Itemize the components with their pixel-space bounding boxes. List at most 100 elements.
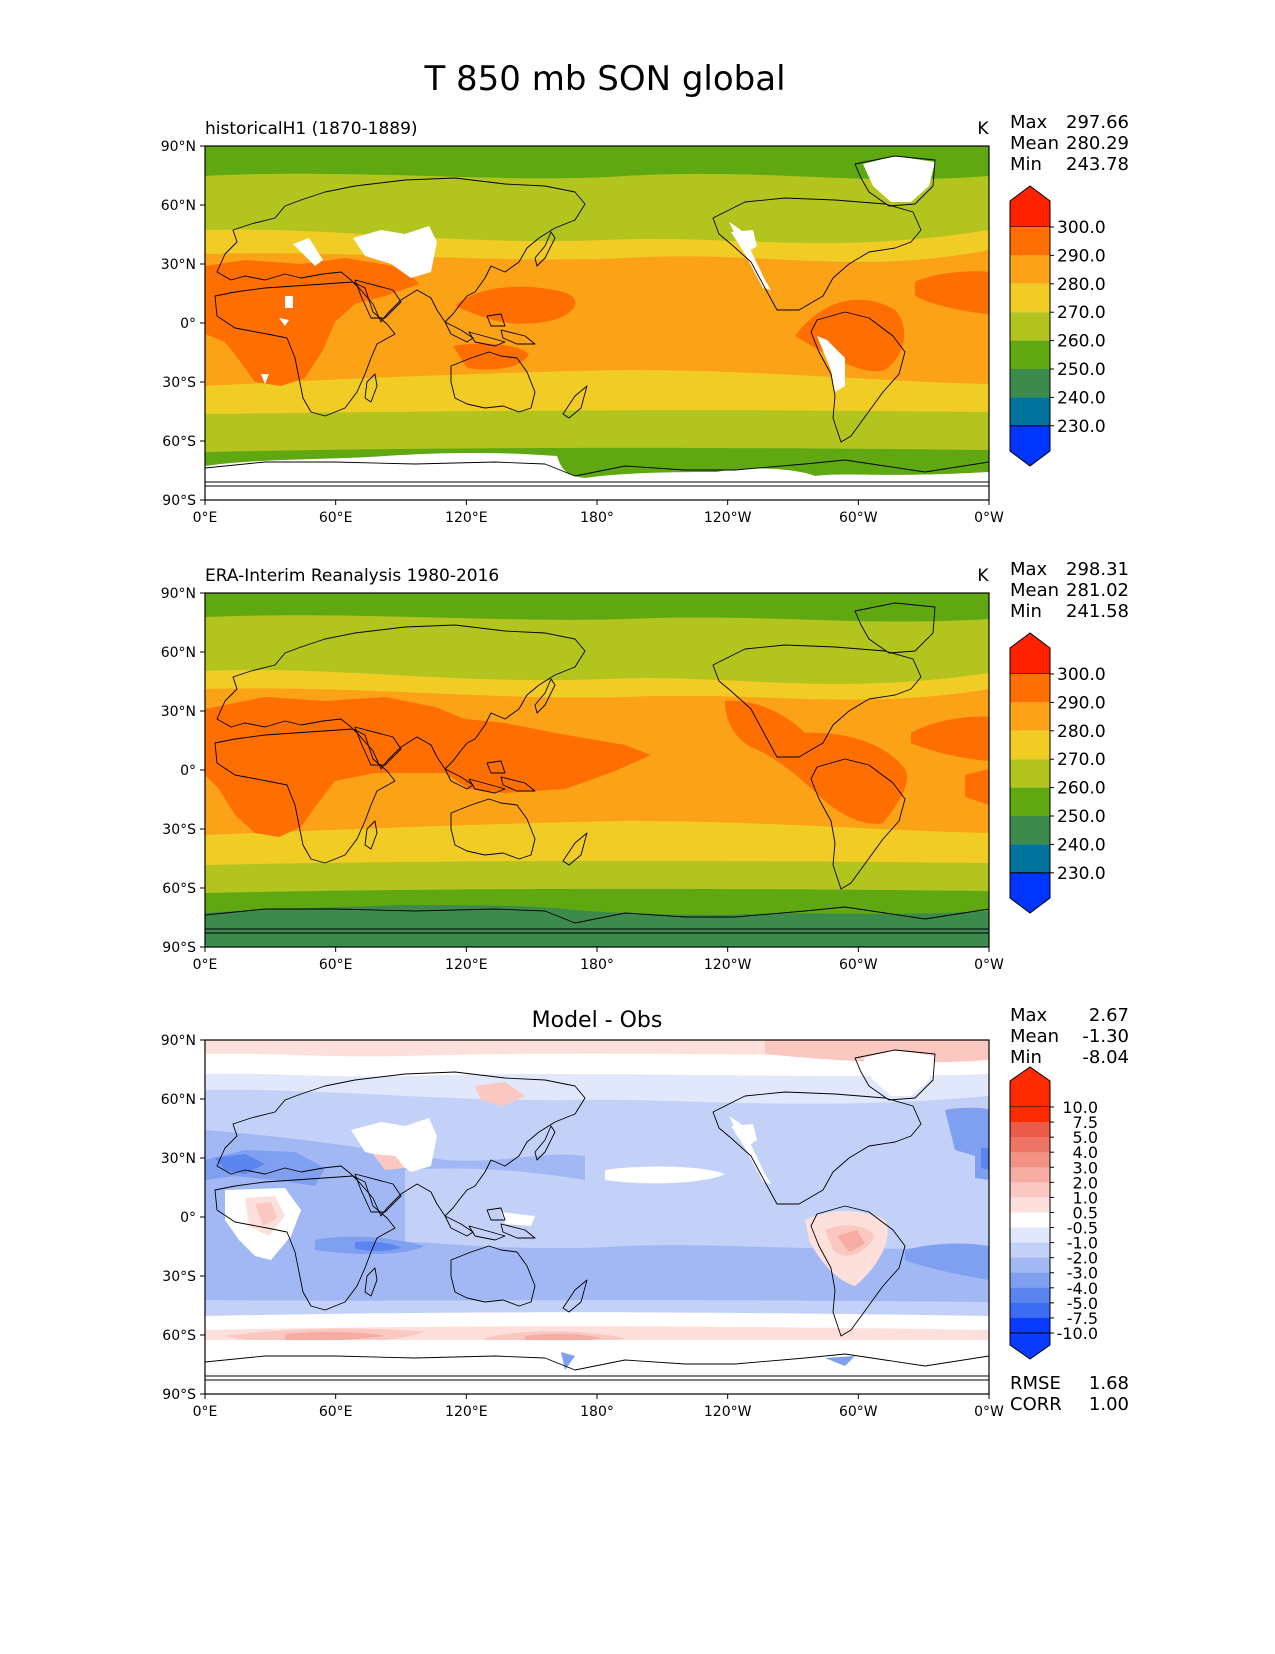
panel-3-map bbox=[205, 1040, 989, 1394]
lon-tick-label: 120°W bbox=[704, 957, 752, 973]
cbar-2-260 bbox=[1010, 759, 1050, 788]
lat-tick-label: 60°N bbox=[161, 1092, 196, 1108]
cbar-label: 260.0 bbox=[1057, 779, 1106, 799]
cbar-3-segment bbox=[1010, 1182, 1050, 1198]
mask-antarctica bbox=[205, 453, 989, 500]
lon-tick-label: 0°W bbox=[974, 510, 1004, 526]
lat-tick-label: 90°N bbox=[161, 586, 196, 602]
cbar-label: 10.0 bbox=[1062, 1098, 1098, 1117]
cbar-label: -2.0 bbox=[1067, 1249, 1098, 1268]
cbar-1-230 bbox=[1010, 397, 1050, 426]
axes: 90°N60°N30°N0°30°S60°S90°S0°E 60°E 120°E 18… bbox=[161, 139, 1004, 1420]
cbar-label: 0.5 bbox=[1073, 1203, 1098, 1222]
lat-tick-label: 0° bbox=[180, 316, 196, 332]
cbar-3-segment bbox=[1010, 1137, 1050, 1153]
lon-tick-label: 120°W bbox=[704, 1404, 752, 1420]
lon-tick-label: 60°W bbox=[839, 1404, 878, 1420]
lat-tick-label: 90°N bbox=[161, 1033, 196, 1049]
cbar-label: 290.0 bbox=[1057, 246, 1106, 266]
cbar-label: 300.0 bbox=[1057, 218, 1106, 238]
cbar-label: -5.0 bbox=[1067, 1294, 1098, 1313]
panel-3-mean-value: -1.30 bbox=[1082, 1026, 1129, 1047]
warm-atlantic-south bbox=[965, 769, 989, 805]
mask-andes bbox=[817, 336, 845, 392]
cbar-2-bottom-arrow bbox=[1009, 872, 1051, 914]
warm-australia bbox=[453, 343, 529, 370]
lat-tick-label: 90°S bbox=[162, 940, 196, 956]
cbar-2-250 bbox=[1010, 787, 1050, 816]
panel-1-units: K bbox=[977, 119, 989, 139]
lon-tick-label: 0°E bbox=[193, 957, 218, 973]
rmse-value: 1.68 bbox=[1089, 1373, 1129, 1394]
panel-difference: Model - Obs Max 2.67 Mean -1.30 Min -8.0… bbox=[204, 1005, 1129, 1415]
cbar-label: 2.0 bbox=[1073, 1173, 1098, 1192]
cbar-3-segment bbox=[1010, 1107, 1050, 1123]
cbar-label: 270.0 bbox=[1057, 303, 1106, 323]
panel-3-min-label: Min bbox=[1010, 1047, 1042, 1068]
lon-tick-label: 60°W bbox=[839, 510, 878, 526]
cbar-1-bottom-arrow bbox=[1009, 425, 1051, 467]
cbar-1-280 bbox=[1010, 255, 1050, 284]
panel-era-interim: ERA-Interim Reanalysis 1980-2016 K Max 2… bbox=[204, 559, 1129, 948]
lat-tick-label: 90°S bbox=[162, 1387, 196, 1403]
panel-3-title: Model - Obs bbox=[532, 1008, 663, 1033]
cbar-label: 5.0 bbox=[1073, 1128, 1098, 1147]
cbar-3-segment bbox=[1010, 1302, 1050, 1319]
warm-africa-asia bbox=[205, 697, 651, 837]
lon-tick-label: 60°W bbox=[839, 957, 878, 973]
cbar-2-top-arrow bbox=[1009, 632, 1051, 675]
lon-tick-label: 60°E bbox=[319, 1404, 353, 1420]
panel-3-colorbar: 10.07.55.04.03.02.01.00.5-0.5-1.0-2.0-3.… bbox=[1009, 1066, 1098, 1360]
panel-2-colorbar: 300.0 290.0 280.0 270.0 260.0 250.0 240.0 230.0 bbox=[1009, 632, 1106, 914]
lat-tick-label: 60°S bbox=[162, 1328, 196, 1344]
panel-2-min-value: 241.58 bbox=[1066, 601, 1129, 622]
panel-1-max-label: Max bbox=[1010, 112, 1048, 133]
cbar-2-230 bbox=[1010, 844, 1050, 873]
mask-tibet bbox=[353, 226, 437, 278]
warm-pacific bbox=[455, 286, 576, 324]
lat-tick-label: 90°S bbox=[162, 493, 196, 509]
cbar-label: 240.0 bbox=[1057, 835, 1106, 855]
panel-1-map bbox=[205, 146, 989, 500]
cbar-label: -3.0 bbox=[1067, 1264, 1098, 1283]
mask-ethiopia bbox=[285, 296, 293, 308]
panel-2-title: ERA-Interim Reanalysis 1980-2016 bbox=[205, 566, 499, 586]
cbar-label: 300.0 bbox=[1057, 665, 1106, 685]
panel-2-max-label: Max bbox=[1010, 559, 1048, 580]
cbar-1-260 bbox=[1010, 312, 1050, 341]
lat-tick-label: 0° bbox=[180, 763, 196, 779]
cbar-label: 270.0 bbox=[1057, 750, 1106, 770]
warm-atlantic bbox=[915, 271, 989, 314]
cbar-2-270 bbox=[1010, 730, 1050, 760]
panel-2-map bbox=[205, 593, 989, 947]
panel-1-min-label: Min bbox=[1010, 154, 1042, 175]
lat-tick-label: 30°S bbox=[162, 375, 196, 391]
lon-tick-label: 180° bbox=[580, 510, 614, 526]
lat-tick-label: 60°S bbox=[162, 434, 196, 450]
cbar-2-290 bbox=[1010, 674, 1050, 703]
mask-rockies-2 bbox=[731, 230, 757, 254]
cbar-1-270 bbox=[1010, 283, 1050, 313]
band-240-south bbox=[205, 905, 989, 947]
cbar-label: -0.5 bbox=[1067, 1219, 1098, 1238]
lat-tick-label: 30°N bbox=[161, 704, 196, 720]
panel-historical: historicalH1 (1870-1889) K Max 297.66 Me… bbox=[204, 112, 1129, 501]
cbar-2-280 bbox=[1010, 702, 1050, 731]
cbar-3-segment bbox=[1010, 1242, 1050, 1258]
lon-tick-label: 120°E bbox=[445, 957, 488, 973]
lon-tick-label: 180° bbox=[580, 957, 614, 973]
cbar-label: 240.0 bbox=[1057, 388, 1106, 408]
warm-central-america bbox=[725, 700, 907, 824]
panel-1-max-value: 297.66 bbox=[1066, 112, 1129, 133]
corr-value: 1.00 bbox=[1089, 1394, 1129, 1415]
cbar-3-segment bbox=[1010, 1152, 1050, 1168]
cbar-label: 230.0 bbox=[1057, 417, 1106, 437]
cbar-label: 280.0 bbox=[1057, 275, 1106, 295]
mask-iran bbox=[293, 238, 323, 266]
cbar-1-250 bbox=[1010, 340, 1050, 369]
cbar-label: -4.0 bbox=[1067, 1279, 1098, 1298]
lon-tick-label: 0°E bbox=[193, 510, 218, 526]
lat-tick-label: 60°N bbox=[161, 645, 196, 661]
panel-2-mean-label: Mean bbox=[1010, 580, 1059, 601]
